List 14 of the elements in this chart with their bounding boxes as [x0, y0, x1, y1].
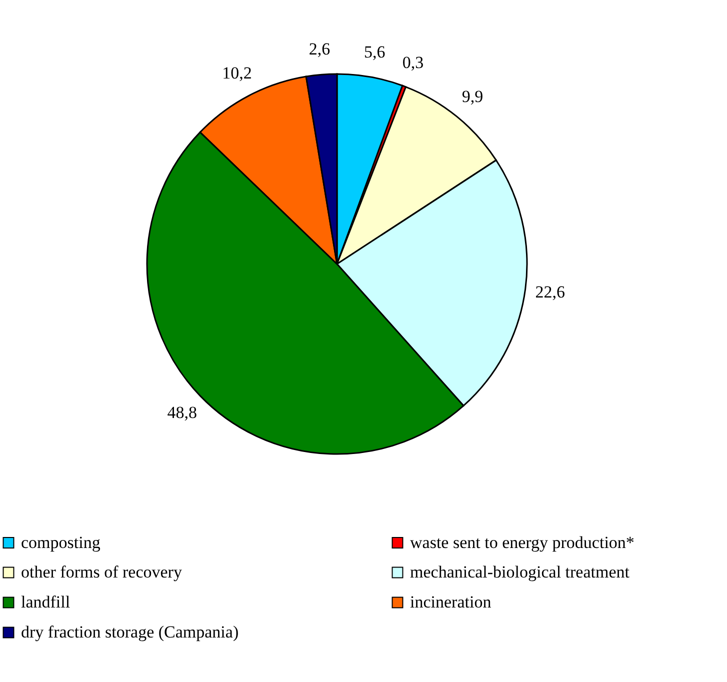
legend-label: waste sent to energy production*: [410, 532, 634, 552]
data-label: 10,2: [222, 64, 252, 83]
legend-label: incineration: [410, 592, 492, 612]
data-label: 48,8: [167, 403, 198, 422]
data-label: 2,6: [308, 40, 330, 59]
legend-label: landfill: [21, 592, 70, 612]
legend-label: composting: [21, 532, 101, 552]
data-label: 22,6: [535, 282, 566, 302]
data-label: 9,9: [462, 87, 484, 106]
legend-label: other forms of recovery: [21, 562, 182, 582]
legend-label: mechanical-biological treatment: [410, 562, 630, 582]
data-label: 5,6: [364, 42, 386, 62]
data-label: 0,3: [402, 52, 424, 72]
legend-label: dry fraction storage (Campania): [21, 622, 239, 642]
